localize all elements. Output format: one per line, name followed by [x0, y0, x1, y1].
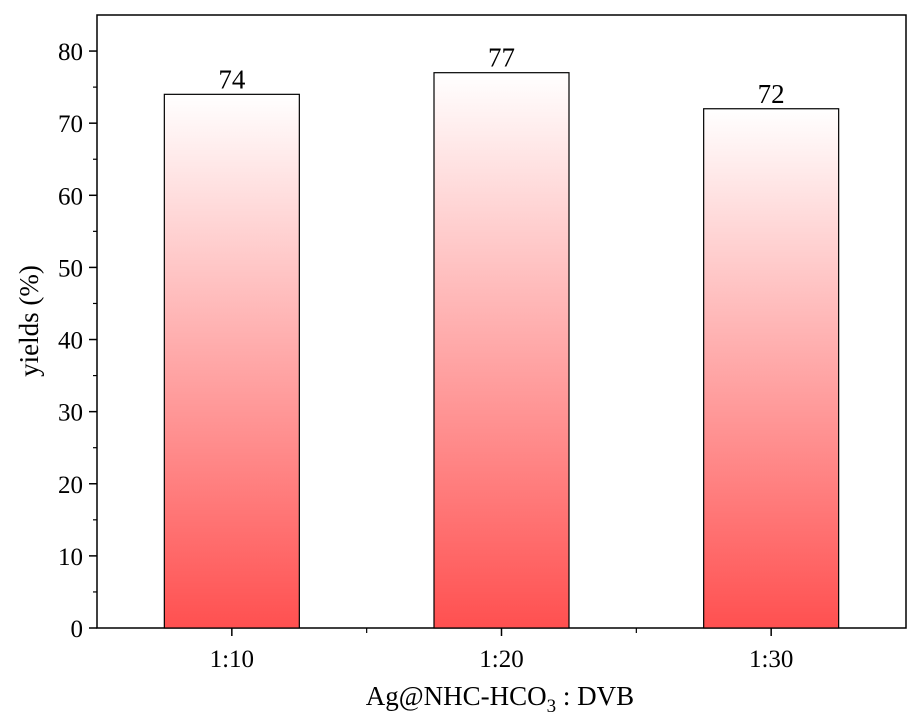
bars	[163, 72, 840, 629]
data-label-2: 72	[758, 79, 785, 109]
y-tick-label-7: 70	[58, 111, 83, 138]
bar-1-10	[163, 93, 300, 629]
y-tick-label-1: 10	[58, 544, 83, 571]
x-axis-title: Ag@NHC-HCO3 : DVB	[366, 681, 634, 717]
bar-1-30	[703, 108, 840, 629]
y-tick-label-8: 80	[58, 39, 83, 66]
y-tick-label-5: 50	[58, 255, 83, 282]
bar-1-20	[433, 72, 570, 629]
data-label-0: 74	[218, 64, 246, 94]
y-tick-label-6: 60	[58, 183, 83, 210]
y-axis-title: yields (%)	[14, 265, 44, 377]
x-tick-label-0: 1:10	[210, 646, 254, 673]
x-axis-title-main: Ag@NHC-HCO	[366, 681, 547, 711]
data-labels: 74 77 72	[218, 43, 784, 109]
y-tick-label-3: 30	[58, 400, 83, 427]
y-tick-label-2: 20	[58, 472, 83, 499]
x-tick-label-1: 1:20	[479, 646, 523, 673]
x-axis-title-subscript: 3	[547, 696, 557, 717]
x-tick-label-2: 1:30	[749, 646, 793, 673]
x-axis-title-suffix: : DVB	[556, 681, 634, 711]
y-tick-label-0: 0	[71, 616, 84, 643]
x-axis: 1:10 1:20 1:30	[210, 628, 793, 673]
y-axis: 0 10 20 30 40 50 60 70 80	[58, 39, 97, 643]
y-tick-label-4: 40	[58, 328, 83, 355]
data-label-1: 77	[488, 43, 515, 73]
